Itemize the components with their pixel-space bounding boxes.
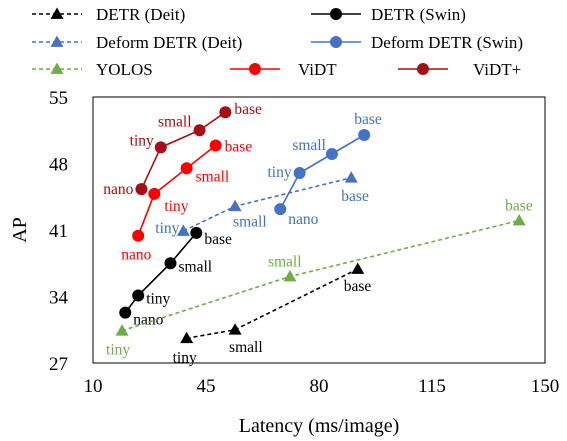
data-point-detr-swin-small — [164, 257, 176, 269]
point-label-detr-swin-small: small — [178, 258, 212, 275]
data-point-deform-detr-swin-small — [326, 148, 338, 160]
legend-item-vidt: ViDT — [230, 60, 337, 79]
data-point-detr-deit-small — [229, 323, 242, 334]
point-label-deform-detr-swin-nano: nano — [288, 211, 318, 228]
data-point-vidt-base — [210, 139, 222, 151]
data-point-yolos-base — [513, 214, 526, 225]
data-point-detr-swin-base — [190, 227, 202, 239]
point-label-deform-detr-deit-tiny: tiny — [155, 220, 179, 237]
data-point-deform-detr-swin-base — [358, 129, 370, 141]
data-point-detr-swin-nano — [119, 307, 131, 319]
point-label-detr-swin-tiny: tiny — [146, 291, 170, 308]
y-tick-label: 41 — [49, 221, 68, 242]
y-tick-label: 55 — [49, 88, 68, 109]
legend-marker-detr-swin — [330, 8, 342, 20]
legend-label-detr-deit: DETR (Deit) — [96, 5, 185, 24]
point-label-detr-deit-small: small — [229, 339, 263, 356]
legend-label-vidt: ViDT+ — [473, 60, 521, 79]
y-tick-label: 27 — [49, 354, 68, 375]
x-tick-label: 10 — [84, 376, 103, 397]
point-label-deform-detr-deit-small: small — [233, 213, 267, 230]
point-label-vidt-small: small — [196, 168, 230, 185]
point-label-vidt-small: small — [158, 113, 192, 130]
series-line-yolos — [122, 221, 519, 331]
data-point-deform-detr-swin-nano — [274, 203, 286, 215]
legend-marker-deform-detr-deit — [51, 36, 64, 47]
point-label-detr-deit-base: base — [344, 278, 372, 295]
point-label-deform-detr-deit-base: base — [341, 188, 369, 205]
series-detr-deit: tiny small base — [173, 262, 372, 366]
x-tick-label: 150 — [531, 376, 560, 397]
data-point-vidt-tiny — [155, 141, 167, 153]
data-point-yolos-small — [283, 270, 296, 281]
legend-label-deform-detr-swin: Deform DETR (Swin) — [371, 33, 523, 52]
data-point-deform-detr-deit-base — [345, 171, 358, 182]
legend-item-deform-detr-deit: Deform DETR (Deit) — [32, 33, 242, 52]
x-axis-title: Latency (ms/image) — [239, 415, 400, 437]
legend-item-yolos: YOLOS — [32, 60, 153, 79]
x-tick-label: 80 — [310, 376, 329, 397]
data-point-vidt-small — [194, 124, 206, 136]
data-point-vidt-tiny — [148, 188, 160, 200]
point-label-vidt-tiny: tiny — [130, 132, 154, 149]
data-point-detr-deit-base — [351, 262, 364, 273]
point-label-deform-detr-swin-tiny: tiny — [268, 164, 292, 181]
data-point-deform-detr-deit-small — [229, 200, 242, 211]
point-label-vidt-base: base — [225, 138, 253, 155]
legend-label-vidt: ViDT — [298, 60, 337, 79]
point-label-vidt-nano: nano — [121, 247, 151, 264]
data-point-detr-deit-tiny — [180, 332, 193, 343]
legend-item-deform-detr-swin: Deform DETR (Swin) — [311, 33, 523, 52]
data-point-vidt-nano — [135, 183, 147, 195]
series-line-deform-detr-deit — [183, 178, 351, 231]
point-label-deform-detr-swin-small: small — [292, 137, 326, 154]
data-point-vidt-base — [219, 106, 231, 118]
y-axis-title: AP — [9, 217, 31, 243]
y-tick-label: 48 — [49, 155, 68, 176]
point-label-deform-detr-swin-base: base — [354, 111, 382, 128]
y-tick-label: 34 — [49, 288, 69, 309]
legend-marker-deform-detr-swin — [330, 36, 342, 48]
legend-item-vidt: ViDT+ — [398, 60, 521, 79]
data-point-vidt-small — [181, 162, 193, 174]
legend-item-detr-deit: DETR (Deit) — [32, 5, 185, 24]
data-point-deform-detr-swin-tiny — [294, 167, 306, 179]
legend-marker-detr-deit — [51, 8, 64, 19]
data-point-vidt-nano — [132, 230, 144, 242]
data-point-yolos-tiny — [116, 324, 129, 335]
point-label-detr-swin-base: base — [204, 231, 232, 248]
legend-marker-vidt — [417, 63, 429, 75]
point-label-yolos-base: base — [505, 198, 533, 215]
point-label-vidt-tiny: tiny — [164, 198, 188, 215]
legend: DETR (Deit) DETR (Swin) Deform DETR (Deit)… — [32, 5, 523, 79]
series-line-detr-deit — [187, 269, 358, 338]
x-tick-label: 115 — [418, 376, 446, 397]
legend-label-yolos: YOLOS — [96, 60, 153, 79]
legend-label-detr-swin: DETR (Swin) — [371, 5, 466, 24]
point-label-yolos-tiny: tiny — [106, 342, 130, 359]
legend-marker-vidt — [249, 63, 261, 75]
point-label-vidt-base: base — [234, 101, 262, 118]
x-tick-label: 45 — [197, 376, 216, 397]
legend-marker-yolos — [51, 63, 64, 74]
point-label-vidt-nano: nano — [103, 181, 133, 198]
point-label-detr-deit-tiny: tiny — [173, 349, 197, 366]
data-point-detr-swin-tiny — [132, 290, 144, 302]
legend-label-deform-detr-deit: Deform DETR (Deit) — [96, 33, 242, 52]
point-label-yolos-small: small — [268, 254, 302, 271]
legend-item-detr-swin: DETR (Swin) — [311, 5, 466, 24]
